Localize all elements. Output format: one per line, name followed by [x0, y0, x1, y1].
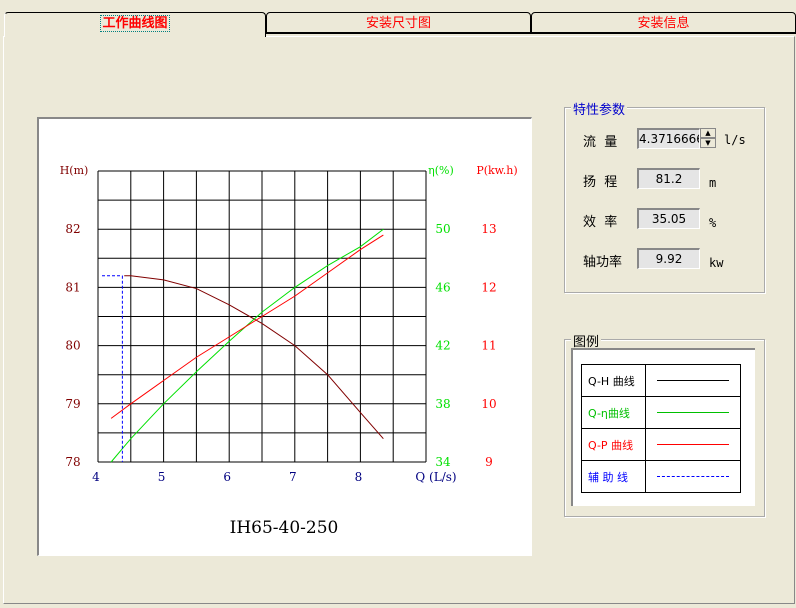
head-label: 扬 程 — [583, 175, 618, 190]
legend-line-qh — [657, 380, 729, 381]
y-tick-label: 9 — [485, 455, 493, 469]
legend-table: Q-H 曲线 Q-η曲线 Q-P 曲线 辅 助 线 — [581, 364, 741, 493]
x-axis-label: Q (L/s) — [415, 470, 456, 484]
power-label: 轴功率 — [583, 255, 623, 270]
series-qp-line — [110, 234, 384, 419]
chart-panel: H(m) η(%) P(kw.h) 78 79 80 81 82 34 38 42 46 50 9 10 11… — [37, 117, 532, 556]
power-field: 9.92 — [637, 248, 700, 269]
eta-axis-label: η(%) — [428, 164, 454, 177]
spin-down-icon[interactable]: ▼ — [700, 138, 716, 148]
legend-line-qeta — [657, 412, 729, 413]
efficiency-unit: % — [709, 216, 717, 230]
legend-row-aux: 辅 助 线 — [581, 460, 741, 493]
legend-label: 辅 助 线 — [581, 460, 646, 493]
legend-line-aux — [657, 476, 729, 477]
legend-label: Q-η曲线 — [581, 396, 646, 429]
y-tick-label: 34 — [435, 455, 451, 469]
y-tick-label: 38 — [435, 397, 450, 411]
x-tick-label: 7 — [289, 470, 297, 484]
y-tick-label: 81 — [65, 280, 80, 294]
tab-panel — [3, 36, 795, 604]
flow-unit: l/s — [724, 133, 746, 147]
y-tick-label: 82 — [65, 222, 80, 236]
tab-label: 安装信息 — [637, 16, 690, 31]
tab-performance-curve[interactable]: 工作曲线图 — [4, 12, 266, 37]
head-field: 81.2 — [637, 168, 700, 189]
h-axis-label: H(m) — [60, 164, 89, 177]
params-group: 特性参数 流 量 4.3716666 ▲ ▼ l/s 扬 程 81.2 m 效 率… — [564, 99, 765, 293]
y-tick-label: 13 — [481, 222, 496, 236]
legend-row-qp: Q-P 曲线 — [581, 428, 741, 461]
x-tick-label: 6 — [223, 470, 231, 484]
y-tick-label: 46 — [435, 280, 450, 294]
x-tick-label: 8 — [355, 470, 363, 484]
head-unit: m — [709, 176, 717, 190]
chart-title: IH65-40-250 — [230, 518, 339, 538]
x-tick-label: 4 — [92, 470, 100, 484]
y-tick-label: 50 — [435, 222, 450, 236]
performance-chart: H(m) η(%) P(kw.h)7879808182343842465091011… — [60, 164, 518, 538]
flow-input[interactable]: 4.3716666 — [637, 128, 700, 149]
params-title: 特性参数 — [571, 99, 628, 118]
legend-title: 图例 — [571, 331, 602, 350]
tab-bar: 工作曲线图 安装尺寸图 安装信息 — [4, 12, 796, 38]
tab-installation-dimensions[interactable]: 安装尺寸图 — [266, 12, 531, 34]
efficiency-field: 35.05 — [637, 208, 700, 229]
legend-group: 图例 Q-H 曲线 Q-η曲线 Q-P 曲线 辅 助 线 — [564, 331, 765, 517]
legend-row-qeta: Q-η曲线 — [581, 396, 741, 429]
p-axis-label: P(kw.h) — [476, 164, 517, 177]
y-tick-label: 80 — [65, 339, 80, 353]
legend-line-qp — [657, 444, 729, 445]
series-qh-line — [124, 275, 384, 440]
power-unit: kw — [709, 256, 724, 270]
y-tick-label: 12 — [481, 280, 496, 294]
x-tick-label: 5 — [158, 470, 166, 484]
legend-box: Q-H 曲线 Q-η曲线 Q-P 曲线 辅 助 线 — [571, 348, 755, 506]
flow-label: 流 量 — [583, 135, 618, 150]
y-tick-label: 78 — [65, 455, 80, 469]
efficiency-label: 效 率 — [583, 215, 618, 230]
spin-up-icon[interactable]: ▲ — [700, 128, 716, 138]
y-tick-label: 11 — [481, 339, 496, 353]
y-tick-label: 10 — [481, 397, 496, 411]
y-tick-label: 79 — [65, 397, 80, 411]
legend-label: Q-P 曲线 — [581, 428, 646, 461]
legend-label: Q-H 曲线 — [581, 364, 646, 397]
tab-installation-info[interactable]: 安装信息 — [531, 12, 796, 34]
legend-row-qh: Q-H 曲线 — [581, 364, 741, 397]
tab-label: 工作曲线图 — [100, 15, 170, 32]
tab-label: 安装尺寸图 — [365, 16, 431, 31]
flow-spinner[interactable]: ▲ ▼ — [700, 128, 716, 150]
y-tick-label: 42 — [435, 339, 450, 353]
